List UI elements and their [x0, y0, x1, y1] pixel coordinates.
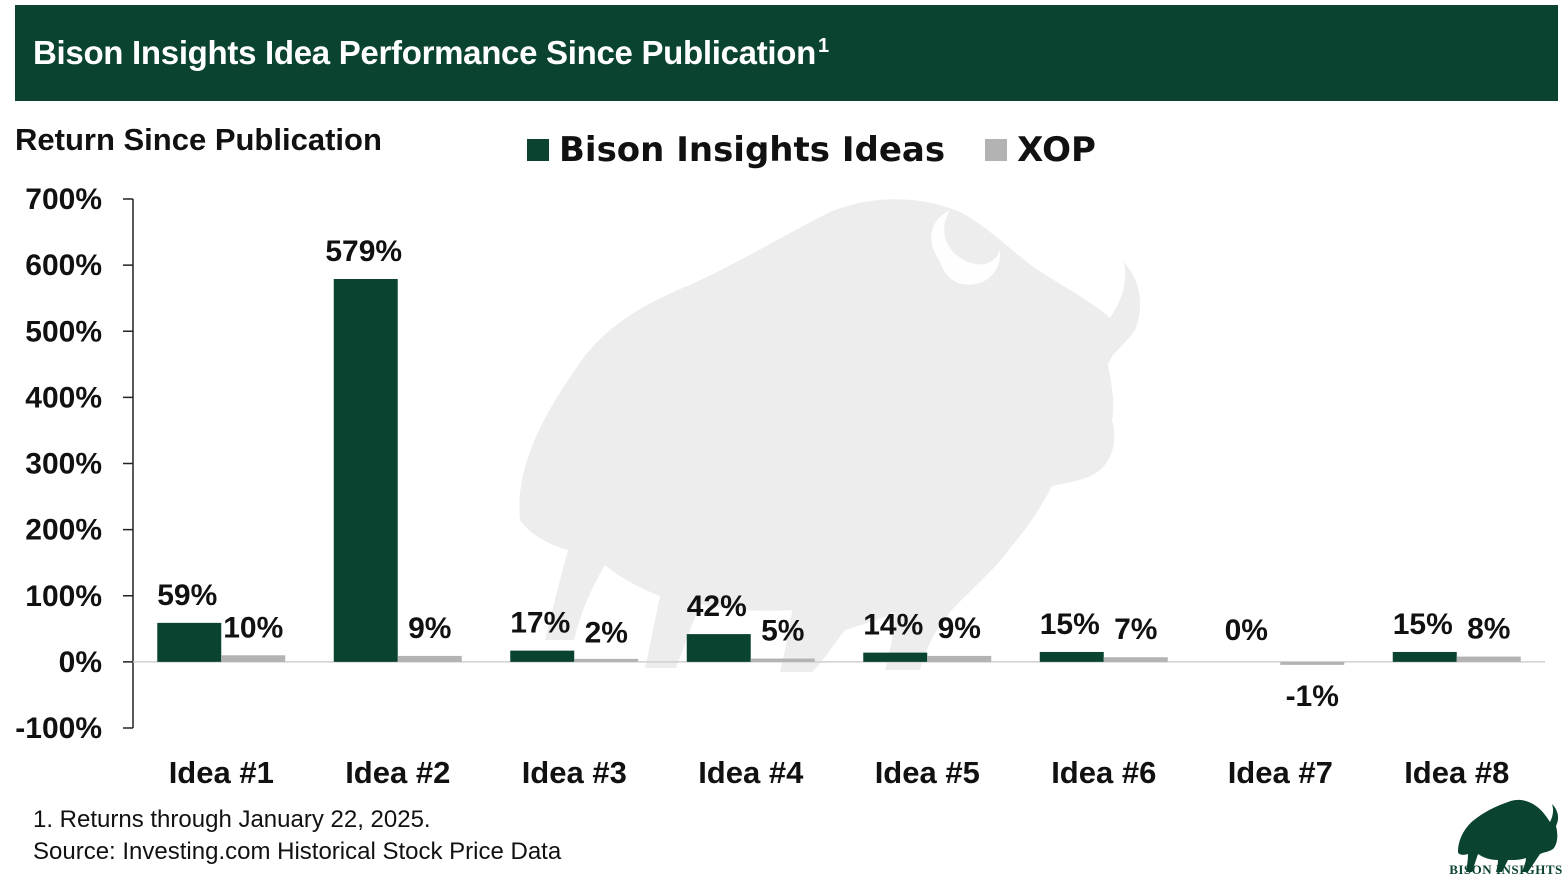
bar-xop-8: [1456, 656, 1521, 662]
data-label-xop-5: 9%: [938, 612, 981, 645]
bar-bison-6: [1039, 651, 1104, 662]
title-superscript: 1: [818, 35, 829, 57]
y-tick-label: 500%: [25, 315, 102, 348]
data-label-xop-2: 9%: [408, 612, 451, 645]
x-tick-label-7: Idea #7: [1228, 755, 1333, 790]
data-label-bison-8: 15%: [1393, 608, 1453, 641]
x-tick-label-3: Idea #3: [522, 755, 627, 790]
chart-legend: Bison Insights Ideas XOP: [527, 130, 1136, 170]
bison-logo-icon: [1458, 799, 1559, 872]
y-axis-title: Return Since Publication: [15, 122, 382, 157]
bar-xop-3: [574, 658, 639, 662]
bar-bison-1: [157, 622, 222, 662]
legend-swatch-bison: [527, 139, 549, 161]
data-label-xop-7: -1%: [1286, 680, 1339, 713]
page-title: Bison Insights Idea Performance Since Pu…: [33, 34, 829, 72]
data-label-bison-7: 0%: [1225, 614, 1268, 647]
y-tick-label: 200%: [25, 514, 102, 547]
bar-xop-2: [397, 655, 462, 662]
y-tick-label: 600%: [25, 249, 102, 282]
bar-xop-6: [1103, 657, 1168, 662]
bison-watermark-icon: [519, 199, 1141, 672]
data-label-bison-3: 17%: [510, 607, 570, 640]
data-label-xop-1: 10%: [223, 611, 283, 644]
data-label-xop-4: 5%: [761, 615, 804, 648]
x-tick-label-5: Idea #5: [875, 755, 980, 790]
y-tick-label: 100%: [25, 580, 102, 613]
y-tick-label: 700%: [25, 183, 102, 216]
bar-bison-3: [510, 650, 575, 662]
legend-item-xop: XOP: [985, 130, 1096, 170]
y-tick-label: 300%: [25, 448, 102, 481]
data-label-xop-3: 2%: [585, 617, 628, 650]
data-label-bison-6: 15%: [1040, 608, 1100, 641]
title-bar: Bison Insights Idea Performance Since Pu…: [15, 5, 1558, 101]
footnote-source: Source: Investing.com Historical Stock P…: [33, 838, 562, 865]
data-label-bison-1: 59%: [157, 579, 217, 612]
y-tick-label: 0%: [59, 646, 102, 679]
bar-xop-7: [1280, 661, 1345, 665]
bar-xop-4: [750, 658, 815, 662]
x-tick-label-2: Idea #2: [345, 755, 450, 790]
data-label-bison-2: 579%: [325, 235, 402, 268]
y-tick-label: -100%: [15, 712, 102, 745]
x-tick-label-4: Idea #4: [698, 755, 804, 790]
data-label-bison-4: 42%: [687, 590, 747, 623]
x-tick-label-8: Idea #8: [1404, 755, 1509, 790]
footnote-returns-date: 1. Returns through January 22, 2025.: [33, 806, 431, 833]
bar-bison-8: [1392, 651, 1457, 662]
bar-xop-1: [221, 655, 286, 662]
y-tick-label: 400%: [25, 381, 102, 414]
logo-text: BISON INSIGHTS: [1449, 862, 1563, 877]
data-label-xop-8: 8%: [1467, 613, 1510, 646]
x-tick-label-1: Idea #1: [169, 755, 274, 790]
data-label-bison-5: 14%: [863, 609, 923, 642]
bar-bison-2: [333, 279, 398, 662]
legend-swatch-xop: [985, 139, 1008, 161]
data-label-xop-6: 7%: [1114, 613, 1157, 646]
legend-label-xop: XOP: [1017, 130, 1096, 170]
legend-label-bison: Bison Insights Ideas: [559, 130, 946, 170]
bar-xop-5: [927, 655, 992, 662]
x-tick-label-6: Idea #6: [1051, 755, 1156, 790]
legend-item-bison: Bison Insights Ideas: [527, 130, 945, 170]
bar-bison-4: [686, 634, 751, 662]
bar-bison-5: [863, 652, 928, 662]
title-text: Bison Insights Idea Performance Since Pu…: [33, 34, 816, 71]
